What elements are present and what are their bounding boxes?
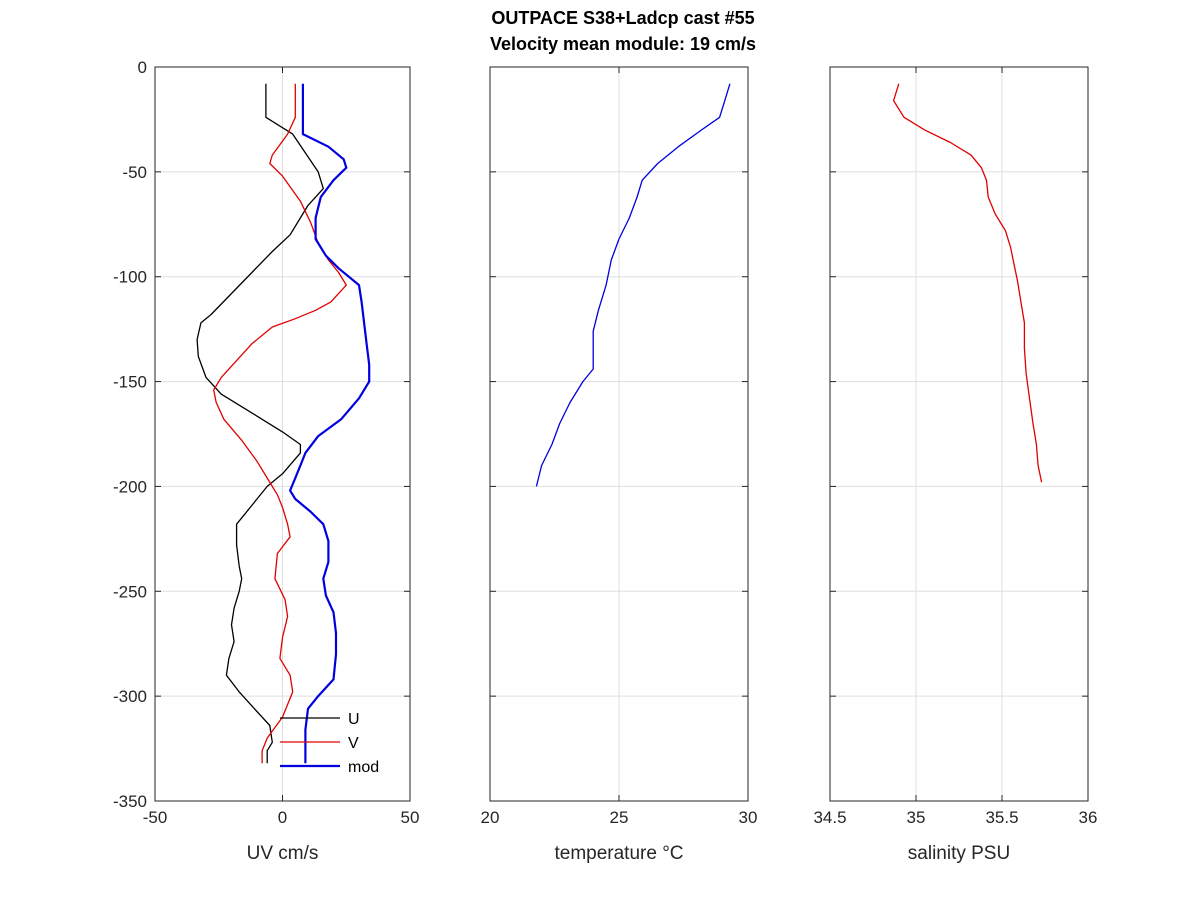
- panel-3: 34.5 35 35.5 36 salinity PSU: [813, 66, 1098, 864]
- y-tick-label: -250: [113, 582, 147, 601]
- x-tick-label: 0: [278, 808, 287, 827]
- x-tick-label: 30: [739, 808, 758, 827]
- y-tick-label: -50: [122, 163, 147, 182]
- series-line-mod: [289, 83, 371, 764]
- y-tick-label: 0: [138, 58, 147, 77]
- x-axis-label: salinity PSU: [908, 843, 1010, 864]
- x-tick-label: 50: [401, 808, 420, 827]
- y-tick-label: -150: [113, 373, 147, 392]
- panel-2: 20 25 30 temperature °C: [481, 66, 758, 864]
- series-line-profile: [892, 83, 1043, 483]
- axes-box: [829, 66, 1089, 802]
- x-tick-label: 35: [907, 808, 926, 827]
- x-tick-label: 25: [610, 808, 629, 827]
- y-tick-label: -350: [113, 792, 147, 811]
- panel-1: -50 0 50 0 -50 -100 -150 -200 -250 -300 -350 UV cm/…: [113, 58, 419, 864]
- x-tick-label: 34.5: [813, 808, 846, 827]
- x-tick-label: -50: [143, 808, 168, 827]
- x-axis-label: UV cm/s: [247, 843, 319, 864]
- x-axis-label: temperature °C: [554, 843, 683, 864]
- legend-label-v: V: [348, 735, 359, 752]
- series-line-u: [196, 83, 324, 764]
- x-tick-label: 36: [1079, 808, 1098, 827]
- chart-title-line-2: Velocity mean module: 19 cm/s: [490, 34, 756, 54]
- legend-label-mod: mod: [348, 759, 379, 776]
- chart-title-line-1: OUTPACE S38+Ladcp cast #55: [491, 8, 754, 28]
- legend-label-u: U: [348, 711, 360, 728]
- y-tick-label: -100: [113, 268, 147, 287]
- x-tick-label: 20: [481, 808, 500, 827]
- y-tick-label: -200: [113, 477, 147, 496]
- series-line-profile: [535, 83, 731, 487]
- x-tick-label: 35.5: [985, 808, 1018, 827]
- series-line-v: [213, 83, 347, 764]
- y-tick-label: -300: [113, 687, 147, 706]
